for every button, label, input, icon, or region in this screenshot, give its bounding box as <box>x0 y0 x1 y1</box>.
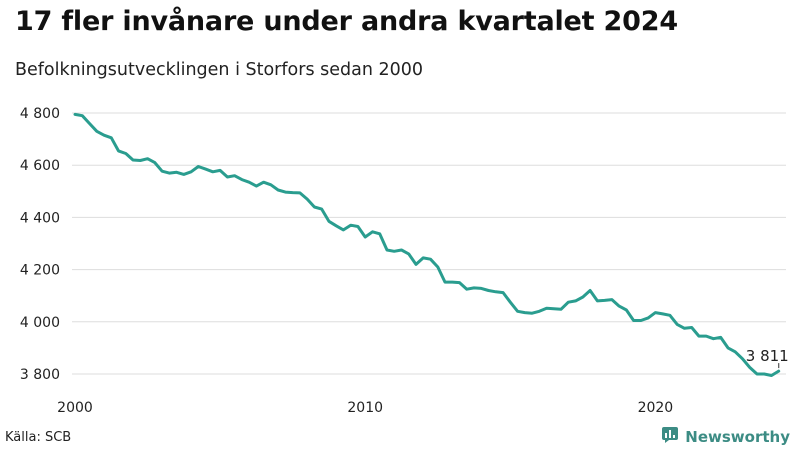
y-tick-label: 3 800 <box>20 367 60 383</box>
source-note: Källa: SCB <box>5 430 72 445</box>
x-tick-label: 2000 <box>57 400 93 416</box>
y-tick-label: 4 600 <box>20 158 60 174</box>
grid-lines <box>72 112 786 375</box>
series-line <box>73 112 781 377</box>
brand-name: Newsworthy <box>685 428 790 446</box>
y-tick-label: 4 000 <box>20 315 60 331</box>
y-tick-label: 4 400 <box>20 210 60 226</box>
x-tick-label: 2010 <box>347 400 383 416</box>
page-title: 17 fler invånare under andra kvartalet 2… <box>15 6 678 37</box>
x-axis-ticks: 2000 2010 2020 <box>57 400 673 416</box>
y-axis-ticks: 3 800 4 000 4 200 4 400 4 600 4 800 <box>20 106 60 383</box>
y-tick-label: 4 200 <box>20 263 60 279</box>
end-value-label: 3 811 <box>746 347 789 365</box>
page-subtitle: Befolkningsutvecklingen i Storfors sedan… <box>15 60 424 80</box>
series-layer <box>73 112 781 377</box>
x-tick-label: 2020 <box>638 400 674 416</box>
y-tick-label: 4 800 <box>20 106 60 122</box>
annotation-layer: 3 811 <box>746 347 789 369</box>
brand-logo[interactable]: Newsworthy <box>662 427 790 447</box>
bar-chart-logo-icon <box>662 427 680 447</box>
